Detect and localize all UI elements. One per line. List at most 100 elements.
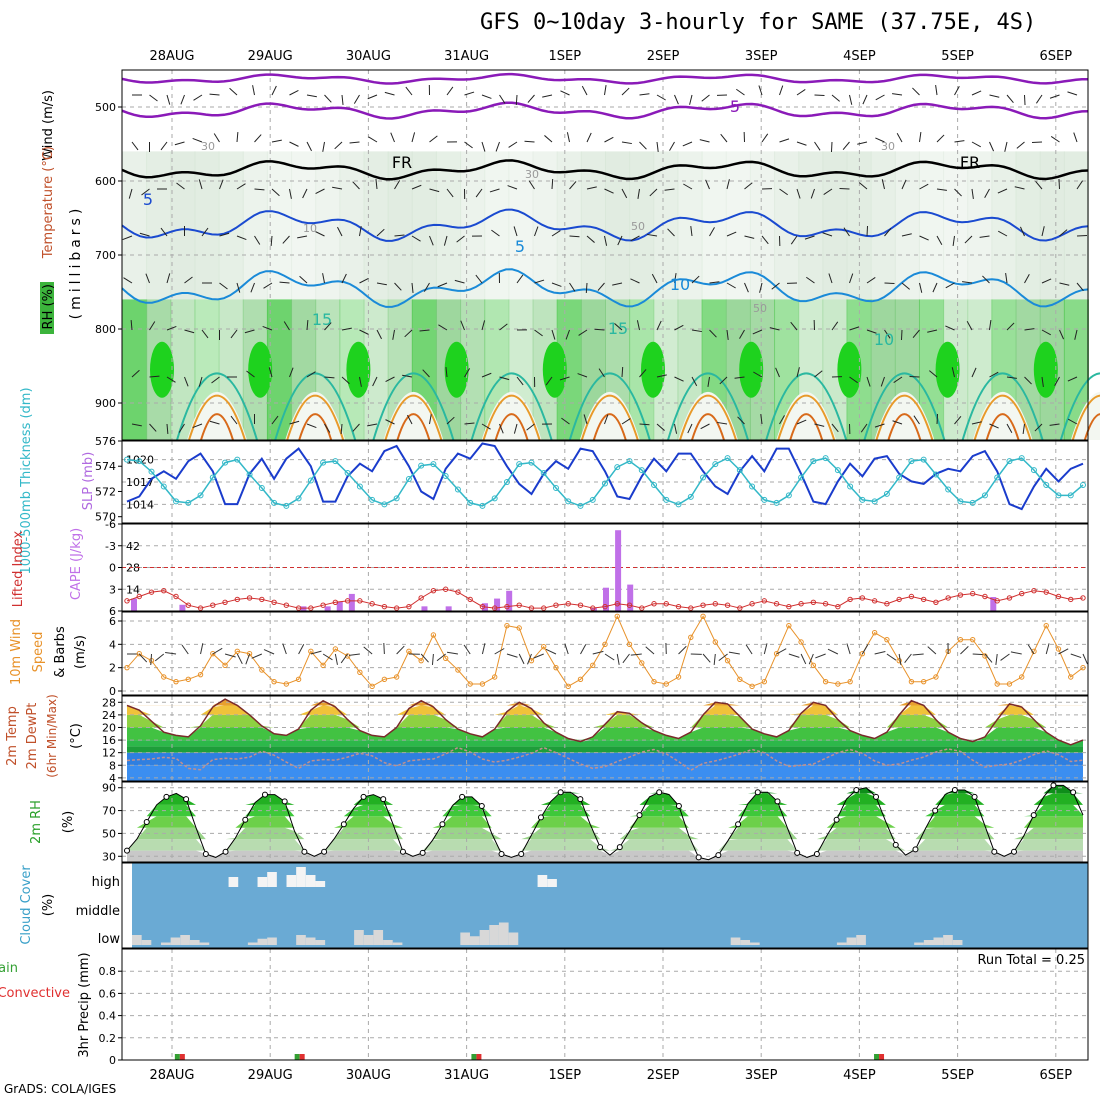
- lifted-index-marker: [161, 588, 167, 594]
- cloud-low-bar: [305, 937, 316, 945]
- wind-barb: [737, 416, 745, 425]
- wind-speed-marker: [700, 613, 706, 620]
- wind-barb: [507, 185, 518, 190]
- wind-barb: [690, 226, 693, 237]
- wind-barb: [252, 85, 255, 96]
- wind-barb: [761, 235, 769, 245]
- wind-barb: [1041, 226, 1045, 237]
- wind-barb: [332, 186, 343, 190]
- lifted-index-tick-label: 0: [109, 562, 116, 575]
- wind-barb-10m: [310, 650, 322, 655]
- wind-barb: [842, 141, 850, 150]
- wind-barb: [674, 324, 684, 331]
- rh-marker: [774, 798, 781, 805]
- contour-20: [482, 394, 541, 441]
- wind-barb: [306, 94, 317, 98]
- cloud-high-bar: [315, 881, 326, 887]
- wind-barb-10m: [340, 653, 349, 664]
- wind-barb-10m: [224, 653, 236, 658]
- date-label-bottom: 31AUG: [444, 1068, 489, 1083]
- wind-barb: [929, 370, 938, 378]
- lifted-index-marker: [234, 596, 241, 603]
- cloud-low-bar: [479, 930, 490, 945]
- wind-speed-marker: [197, 671, 204, 678]
- cloud-high-bar: [537, 875, 548, 887]
- rh-marker: [1070, 789, 1077, 796]
- cape-bar: [179, 604, 186, 611]
- lifted-index-marker: [1055, 593, 1062, 600]
- wind-barb: [860, 423, 868, 433]
- rh-moist-blob: [739, 341, 764, 398]
- wind-barb: [513, 226, 518, 237]
- wind-barb: [656, 94, 666, 101]
- wind-barb: [160, 227, 168, 237]
- wind-barb: [229, 87, 238, 96]
- wind-barb: [445, 367, 448, 378]
- rh-marker: [419, 849, 426, 856]
- wind-barb: [1035, 94, 1043, 104]
- lifted-index-marker: [320, 602, 326, 608]
- cloud-unit-title: (%): [41, 894, 56, 917]
- slp-marker: [173, 498, 180, 505]
- wind-barb-10m: [1058, 648, 1069, 655]
- wind-barb: [828, 273, 833, 284]
- slp-marker: [700, 474, 707, 481]
- wind-barb: [1041, 278, 1052, 284]
- wind-barb: [491, 229, 500, 237]
- wind-barb: [128, 188, 133, 199]
- wind-barb: [254, 188, 265, 191]
- lifted-index-marker: [455, 589, 461, 595]
- wind-barb: [900, 329, 903, 341]
- precip-convective-bar: [299, 1054, 305, 1060]
- wind-barb: [909, 375, 920, 378]
- wind-barb-10m: [861, 644, 869, 655]
- wind-barb: [271, 85, 277, 96]
- wind-barb: [246, 370, 255, 378]
- slp-marker: [810, 458, 817, 465]
- wind-barb-10m: [282, 643, 287, 655]
- rh-marker: [222, 848, 229, 855]
- wind-barb: [814, 94, 825, 97]
- wind-barb: [534, 279, 545, 284]
- wind-barb: [621, 366, 624, 378]
- lifted-index-marker: [136, 593, 142, 600]
- rh-tick-label: 70: [102, 805, 116, 818]
- wind-barb: [726, 179, 730, 190]
- wind-barb: [254, 235, 261, 245]
- slp-marker: [1055, 492, 1062, 499]
- cloud-axis-title: Cloud Cover: [19, 865, 34, 945]
- wind-barb: [726, 329, 729, 340]
- contour-label: FR: [392, 153, 412, 172]
- wind-barb-10m: [622, 653, 630, 664]
- slp-marker: [356, 483, 363, 490]
- wind-barb: [192, 423, 203, 429]
- cloud-high-bar: [228, 877, 239, 887]
- wind-barb: [372, 376, 378, 387]
- wind-barb: [411, 235, 421, 242]
- rh-marker: [932, 807, 939, 814]
- wind-barb: [289, 141, 299, 147]
- wind-barb: [636, 320, 640, 331]
- cape-bar: [336, 601, 343, 611]
- contour-15: [863, 372, 946, 441]
- wind-barb: [271, 415, 279, 425]
- rh-marker: [380, 796, 387, 803]
- wind-barb: [534, 226, 539, 237]
- wind-barb: [481, 372, 492, 378]
- slp-marker: [871, 498, 878, 505]
- rh-marker: [1030, 812, 1037, 819]
- wind-barb: [149, 375, 160, 378]
- lifted-index-marker: [491, 605, 498, 611]
- wind-barb: [219, 232, 230, 237]
- wind-barb: [656, 423, 665, 431]
- wind-tick-label: 0: [109, 685, 116, 698]
- lifted-index-marker: [308, 605, 314, 611]
- wind-barb-10m: [898, 653, 902, 665]
- wind-barb: [411, 132, 416, 143]
- contour-15: [568, 372, 651, 441]
- cape-bar: [506, 590, 513, 611]
- wind-barb: [989, 371, 999, 378]
- wind-barb: [341, 94, 344, 105]
- wind-barb: [594, 328, 605, 331]
